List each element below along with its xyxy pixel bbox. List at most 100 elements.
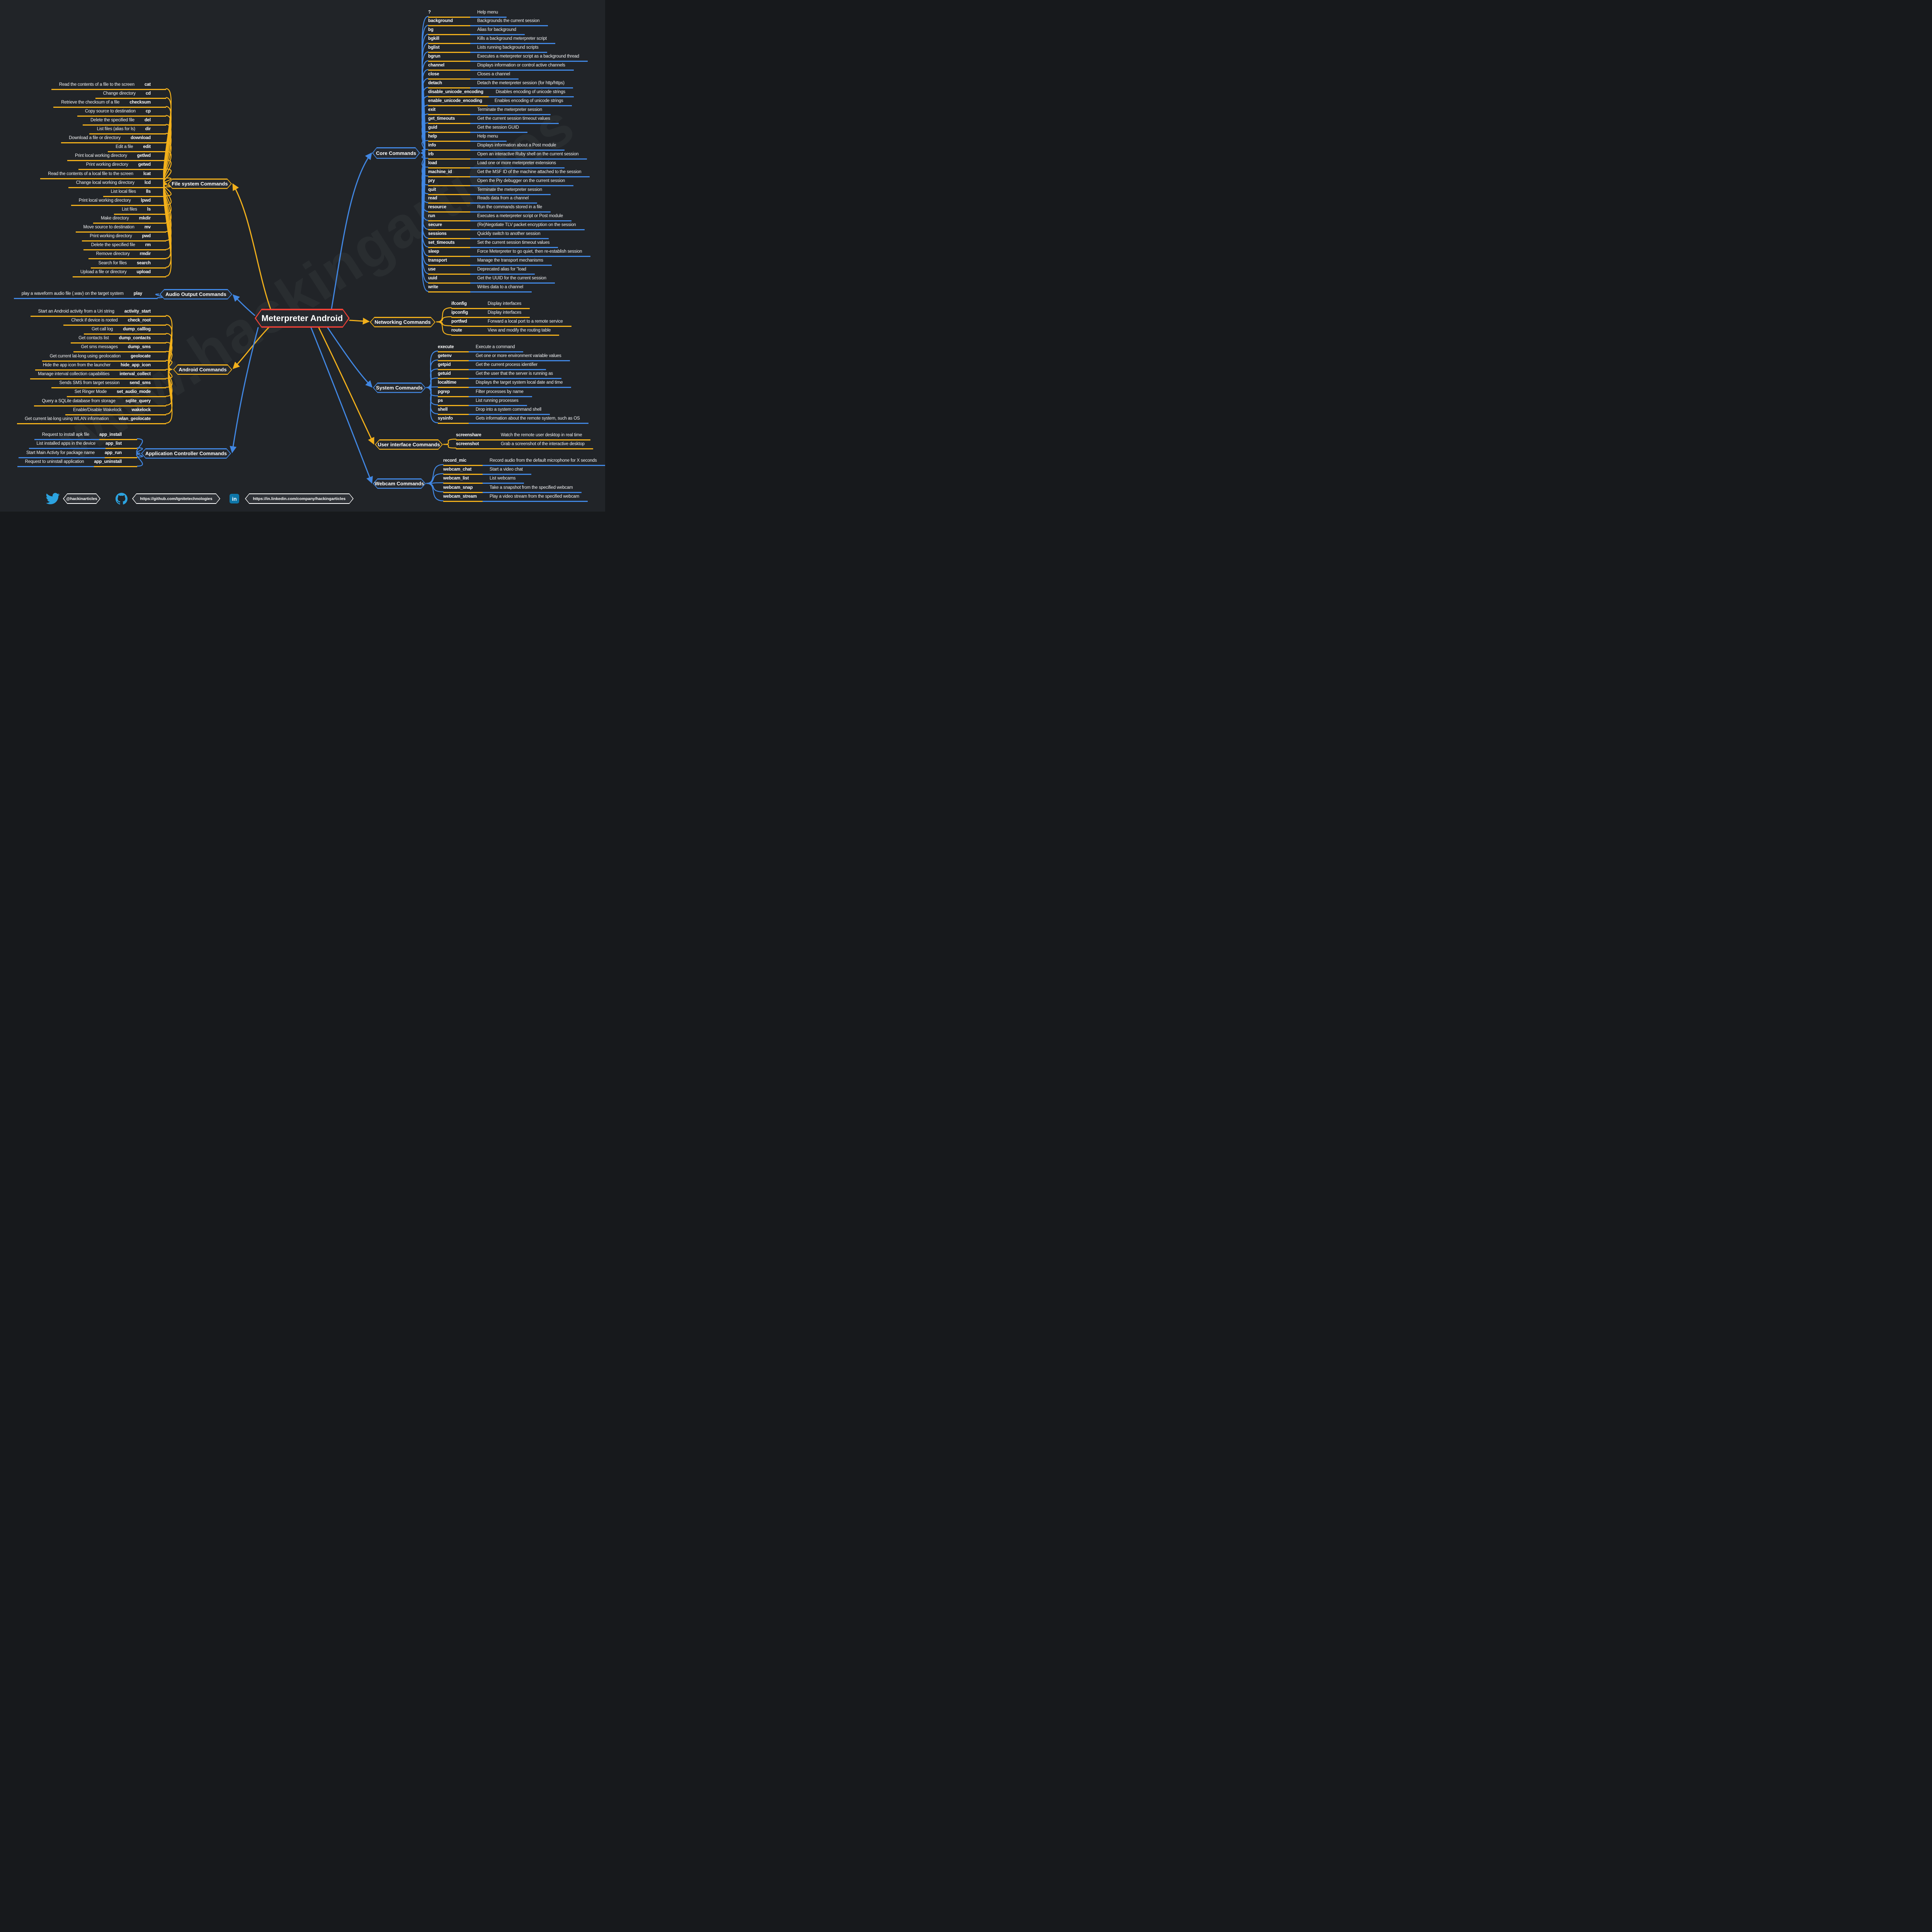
command-row: uuid Get the UUID for the current session [428, 276, 555, 284]
mindmap-canvas: www.hackingarticles Core Commands? Help m… [0, 0, 605, 512]
category-box-userinterface-label: User interface Commands [378, 442, 440, 447]
command-name: enable_unicode_encoding [428, 98, 488, 106]
command-description: Quickly switch to another session [470, 231, 549, 240]
command-description: List webcams [483, 476, 524, 484]
command-description: Start an Android activity from a Uri str… [30, 309, 124, 317]
branch-curve [420, 152, 429, 292]
command-row: webcam_list List webcams [443, 476, 524, 484]
command-description: Get current lat-long using WLAN informat… [17, 416, 119, 424]
command-description: Displays information about a Post module [470, 143, 565, 151]
command-description: Get current lat-long using geolocation [42, 354, 131, 362]
command-row: Request to uninstall application app_unin… [17, 459, 137, 468]
command-description: Delete the specified file [83, 117, 145, 126]
category-box-filesystem-label: File system Commands [172, 181, 228, 187]
command-row: Start Main Activty for package name app_r… [18, 450, 137, 458]
command-row: execute Execute a command [438, 344, 524, 352]
linkedin-url-pill-hex-fill [246, 494, 353, 503]
command-row: Remove directory rmdir [88, 251, 166, 260]
command-name: run [428, 213, 470, 222]
command-name: getuid [438, 371, 469, 379]
command-description: Check if device is rooted [63, 318, 128, 326]
command-row: info Displays information about a Post mo… [428, 143, 565, 151]
command-row: Sends SMS from target session send_sms [51, 380, 166, 389]
command-description: Deprecated alias for "load [470, 267, 535, 275]
command-name: resource [428, 204, 470, 213]
command-row: getuid Get the user that the server is ru… [438, 371, 561, 379]
linkedin-url-pill[interactable]: https://in.linkedin.com/company/hackinga… [245, 493, 354, 504]
command-description: Grab a screenshot of the interactive des… [494, 441, 593, 449]
branch-curve [436, 316, 452, 323]
command-name: uuid [428, 276, 470, 284]
command-name: wlan_geolocate [119, 416, 166, 424]
command-row: getpid Get the current process identifier [438, 362, 546, 370]
branch-curve [310, 327, 373, 484]
command-name: cd [145, 91, 166, 99]
command-row: write Writes data to a channel [428, 284, 532, 293]
command-description: Query a SQLite database from storage [34, 398, 126, 406]
category-box-system: System Commands [373, 383, 426, 393]
command-name: search [137, 260, 166, 269]
command-name: dump_contacts [119, 335, 166, 344]
command-description: List local files [103, 189, 146, 197]
command-description: Execute a command [469, 344, 524, 352]
command-row: disable_unicode_encoding Disables encodin… [428, 89, 574, 98]
command-name: bgrun [428, 54, 470, 62]
command-name: write [428, 284, 470, 293]
command-description: Upload a file or directory [73, 269, 137, 277]
command-row: get_timeouts Get the current session time… [428, 116, 559, 124]
github-url-pill[interactable]: https://github.com/Ignitetechnologies [132, 493, 220, 504]
linkedin-url-pill-hex-label: https://in.linkedin.com/company/hackinga… [253, 496, 346, 501]
command-name: record_mic [443, 458, 483, 466]
command-row: guid Get the session GUID [428, 125, 527, 133]
command-row: Delete the specified file del [83, 117, 166, 126]
command-name: exit [428, 107, 470, 115]
command-row: sessions Quickly switch to another sessio… [428, 231, 549, 240]
command-row: ifconfig Display interfaces [451, 301, 530, 309]
command-row: exit Terminate the meterpreter session [428, 107, 551, 115]
command-name: upload [136, 269, 166, 277]
branch-curve [436, 307, 452, 323]
command-name: use [428, 267, 470, 275]
command-row: Retrieve the checksum of a file checksum [53, 100, 166, 108]
command-row: detach Detach the meterpreter session (fo… [428, 80, 573, 89]
command-name: dump_calllog [123, 327, 166, 335]
command-row: bglist Lists running background scripts [428, 45, 547, 53]
twitter-handle-pill[interactable]: @hackinarticles [63, 493, 100, 504]
command-name: webcam_stream [443, 494, 483, 502]
command-description: Terminate the meterpreter session [470, 187, 551, 195]
category-box-android: Android Commands [173, 364, 232, 375]
command-description: Play a video stream from the specified w… [483, 494, 588, 502]
command-row: use Deprecated alias for "load [428, 267, 535, 275]
branch-curve [426, 387, 439, 423]
command-name: ps [438, 398, 469, 406]
command-row: set_timeouts Set the current session time… [428, 240, 558, 248]
command-row: Print working directory pwd [82, 233, 166, 242]
github-url-pill-hex-label: https://github.com/Ignitetechnologies [140, 496, 213, 501]
command-name: sqlite_query [125, 398, 166, 406]
command-row: Hide the app icon from the launcher hide_… [35, 362, 166, 371]
command-name: load [428, 160, 470, 168]
command-row: List local files lls [103, 189, 166, 197]
command-name: play [133, 291, 158, 299]
category-box-core-fill [373, 148, 419, 158]
command-name: localtime [438, 380, 469, 388]
command-row: machine_id Get the MSF ID of the machine … [428, 169, 590, 177]
command-row: quit Terminate the meterpreter session [428, 187, 551, 195]
command-description: Backgrounds the current session [470, 18, 548, 27]
command-name: app_list [105, 441, 137, 449]
command-description: Detach the meterpreter session (for http… [470, 80, 573, 89]
command-name: detach [428, 80, 470, 89]
command-name: lcat [143, 171, 166, 179]
central-topic: Meterpreter Android [255, 309, 350, 328]
command-name: route [451, 328, 481, 336]
command-name: cat [144, 82, 166, 90]
command-description: Kills a background meterpreter script [470, 36, 555, 44]
command-description: Get sms messages [73, 344, 128, 353]
command-name: ls [147, 207, 166, 215]
command-name: read [428, 196, 470, 204]
command-description: Enables encoding of unicode strings [487, 98, 572, 106]
command-description: Get contacts list [71, 335, 119, 344]
branch-curve [426, 359, 439, 388]
command-name: help [428, 134, 470, 142]
command-row: Move source to destination mv [75, 224, 166, 233]
